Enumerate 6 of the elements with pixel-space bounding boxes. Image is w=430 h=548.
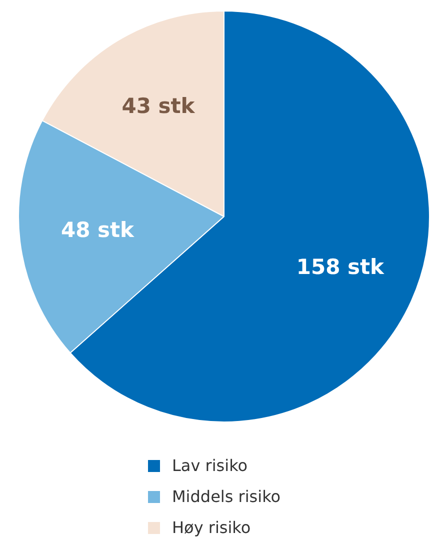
- data-label: 158 stk: [296, 255, 386, 280]
- data-label: 48 stk: [60, 218, 136, 242]
- legend-label: Høy risiko: [172, 518, 251, 537]
- legend-label: Lav risiko: [172, 456, 248, 475]
- legend-label: Middels risiko: [172, 487, 281, 506]
- data-label: 43 stk: [122, 94, 196, 118]
